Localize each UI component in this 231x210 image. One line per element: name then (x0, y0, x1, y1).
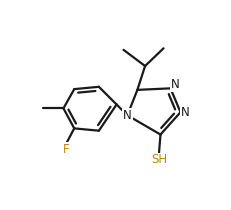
Text: N: N (180, 106, 189, 119)
Text: N: N (122, 109, 131, 122)
Text: N: N (170, 78, 179, 91)
Text: SH: SH (150, 154, 166, 167)
Text: F: F (63, 143, 70, 156)
